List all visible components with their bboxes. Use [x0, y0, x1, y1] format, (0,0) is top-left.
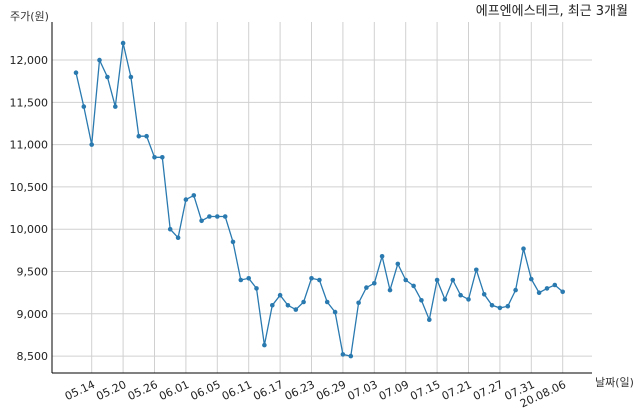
price-point [489, 303, 495, 308]
price-point [144, 133, 149, 139]
x-tick-label: 07.15 [408, 378, 442, 403]
price-point [458, 292, 463, 298]
price-point [332, 309, 338, 315]
price-point [340, 352, 346, 357]
x-tick-label: 06.23 [283, 378, 317, 403]
price-point [254, 286, 259, 291]
price-point [513, 287, 518, 293]
price-point [497, 305, 503, 311]
price-point [238, 277, 244, 283]
x-tick-label: 06.17 [251, 378, 285, 403]
price-point [387, 287, 393, 293]
y-tick-label: 8,500 [17, 350, 49, 363]
price-point [481, 292, 487, 297]
price-point [285, 303, 291, 308]
x-tick-label: 05.20 [94, 378, 128, 403]
price-point [348, 353, 354, 359]
price-point [152, 155, 157, 160]
price-point [552, 282, 558, 288]
price-point [215, 214, 220, 219]
price-point [442, 297, 448, 302]
price-point [324, 299, 330, 305]
price-point [89, 142, 94, 147]
chart-title: 에프엔에스테크, 최근 3개월 [476, 4, 628, 19]
price-point [222, 214, 228, 219]
x-tick-label: 07.21 [440, 378, 474, 403]
price-point [450, 277, 456, 283]
price-point [81, 104, 87, 109]
price-point [356, 300, 361, 306]
price-point [113, 104, 118, 109]
y-tick-label: 11,500 [10, 96, 49, 109]
price-point [270, 303, 275, 308]
price-point [536, 290, 542, 296]
x-tick-label: 06.29 [314, 378, 348, 403]
price-point [246, 276, 251, 281]
price-point [505, 303, 511, 309]
price-point [191, 193, 197, 198]
price-point [364, 285, 369, 290]
price-point [411, 283, 416, 289]
price-point [136, 133, 142, 139]
price-point [395, 261, 401, 267]
price-point [160, 155, 165, 160]
price-point [379, 253, 385, 259]
price-point [277, 292, 283, 298]
price-point [73, 70, 79, 75]
price-point [199, 218, 204, 224]
price-points [73, 40, 565, 359]
y-axis-label: 주가(원) [10, 10, 49, 23]
price-point [207, 214, 212, 219]
x-tick-label: 06.11 [220, 378, 254, 403]
x-tick-label: 07.09 [377, 378, 411, 403]
y-tick-label: 9,500 [17, 266, 49, 279]
x-tick-label: 07.27 [471, 378, 505, 403]
price-point [434, 277, 440, 283]
y-tick-label: 9,000 [17, 308, 49, 321]
x-tick-label: 06.01 [157, 378, 191, 403]
price-point [372, 281, 377, 286]
x-tick-label: 06.05 [189, 378, 223, 403]
price-point [427, 317, 432, 323]
price-point [293, 307, 299, 312]
grid-lines [52, 22, 592, 373]
price-point [317, 277, 322, 283]
x-tick-labels: 05.1405.2005.2606.0106.0506.1106.1706.23… [63, 378, 568, 410]
price-point [105, 74, 110, 80]
x-axis-label: 날짜(일) [595, 375, 634, 389]
x-tick-label: 07.03 [346, 378, 380, 403]
y-tick-label: 11,000 [10, 139, 49, 152]
price-point [529, 276, 534, 282]
price-point [175, 235, 181, 240]
price-point [97, 57, 102, 63]
x-tick-label: 05.14 [63, 378, 97, 403]
price-point [544, 286, 550, 291]
price-point [230, 239, 236, 245]
y-tick-labels: 8,500 9,000 9,500 10,000 10,500 11,000 11,500 1… [10, 54, 49, 363]
price-point [309, 276, 314, 281]
price-point [466, 297, 471, 302]
y-tick-label: 10,000 [10, 223, 49, 236]
price-point [403, 277, 409, 283]
price-point [474, 267, 479, 273]
y-tick-label: 12,000 [10, 54, 49, 67]
price-point [521, 246, 526, 251]
x-tick-label: 05.26 [126, 378, 160, 403]
price-line [75, 42, 564, 357]
price-point [560, 289, 565, 295]
price-point [419, 298, 424, 303]
price-point [120, 40, 126, 46]
price-point [183, 197, 189, 202]
price-point [167, 226, 173, 232]
price-point [262, 342, 267, 348]
price-point [301, 299, 306, 305]
y-tick-label: 10,500 [10, 181, 49, 194]
price-point [128, 74, 134, 80]
